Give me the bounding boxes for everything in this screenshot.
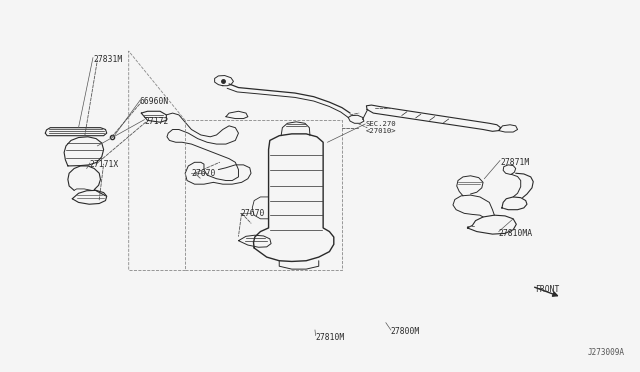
Text: 27670: 27670 [241,209,265,218]
Text: SEC.270
<27010>: SEC.270 <27010> [366,121,396,134]
Text: 27831M: 27831M [93,55,122,64]
Text: 66960N: 66960N [140,97,169,106]
Text: 27172: 27172 [145,116,169,126]
Text: 27810M: 27810M [316,333,345,342]
Text: FRONT: FRONT [535,285,559,294]
Text: 27871M: 27871M [500,158,529,167]
Text: 27800M: 27800M [391,327,420,336]
Text: 27171X: 27171X [90,160,119,169]
Text: J273009A: J273009A [587,348,624,357]
Text: 27810MA: 27810MA [499,229,533,238]
Text: 27670: 27670 [191,169,216,178]
